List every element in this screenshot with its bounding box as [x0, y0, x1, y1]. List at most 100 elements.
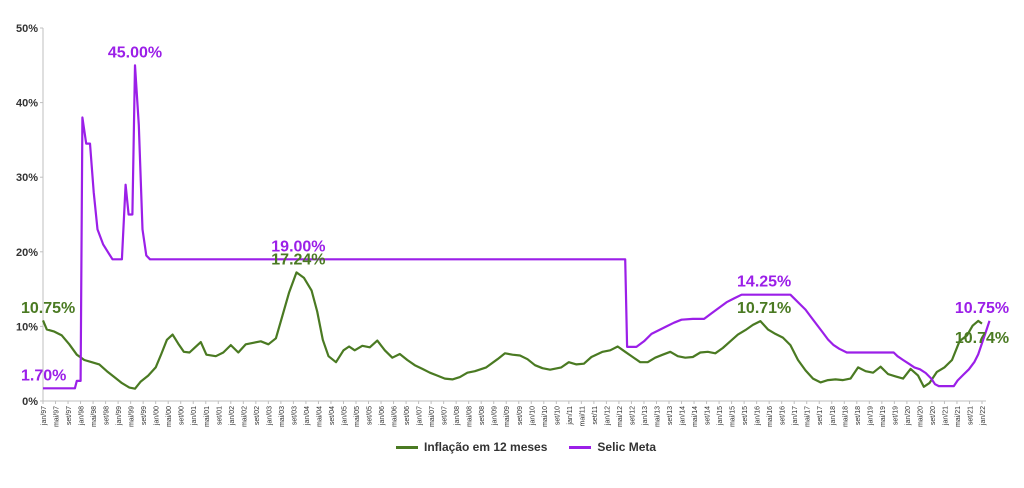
- x-tick-label: jan/22: [980, 406, 987, 426]
- x-tick-label: mai/18: [842, 406, 849, 427]
- x-tick-label: jan/07: [417, 406, 424, 426]
- x-tick-label: mai/13: [654, 406, 661, 427]
- x-tick-label: mai/99: [129, 406, 136, 427]
- x-tick-label: jan/06: [379, 406, 386, 426]
- x-tick-label: set/18: [855, 406, 862, 425]
- x-tick-label: mai/98: [91, 406, 98, 427]
- legend-item-selic: Selic Meta: [569, 440, 656, 454]
- x-tick-label: mai/21: [955, 406, 962, 427]
- x-tick-label: jan/02: [229, 406, 236, 426]
- x-tick-label: mai/97: [54, 406, 61, 427]
- x-tick-label: set/09: [517, 406, 524, 425]
- data-label: 1.70%: [21, 367, 66, 384]
- legend-swatch-selic: [569, 445, 592, 449]
- x-tick-label: mai/03: [279, 406, 286, 427]
- x-tick-label: jan/19: [867, 406, 874, 426]
- data-label: 10.71%: [737, 300, 791, 317]
- x-tick-label: mai/10: [542, 406, 549, 427]
- x-tick-label: jan/14: [680, 406, 687, 426]
- x-tick-label: set/10: [554, 406, 561, 425]
- x-tick-label: mai/16: [767, 406, 774, 427]
- data-label: 10.75%: [21, 300, 75, 317]
- x-tick-label: mai/00: [166, 406, 173, 427]
- x-tick-label: jan/03: [266, 406, 273, 426]
- data-label: 19.00%: [271, 238, 325, 255]
- chart-annotations: 45.00% 19.00%17.24% 10.75% 1.70% 14.25% 10.71…: [21, 44, 1009, 384]
- y-tick-label: 50%: [16, 23, 38, 35]
- data-label: 45.00%: [108, 44, 162, 61]
- x-tick-label: jan/11: [567, 406, 574, 426]
- series-line-selic: [43, 64, 991, 390]
- legend-label-inflation: Inflação em 12 meses: [424, 440, 548, 454]
- data-label: 17.24%: [271, 251, 325, 268]
- x-tick-label: set/02: [254, 406, 261, 425]
- x-tick-label: jan/16: [755, 406, 762, 426]
- x-tick-label: jan/21: [942, 406, 949, 426]
- series-line-inflation: [41, 271, 983, 390]
- data-label: 10.74%: [955, 330, 1009, 347]
- legend-swatch-inflation: [396, 445, 418, 449]
- x-tick-label: mai/17: [805, 406, 812, 427]
- x-tick-label: jan/20: [905, 406, 912, 426]
- chart-axes: 0% 10% 20% 30% 40% 50% jan/97 mai/97 set/97 jan/9…: [16, 23, 987, 427]
- x-tick-label: jan/10: [529, 406, 536, 426]
- x-tick-label: mai/19: [880, 406, 887, 427]
- x-tick-label: jan/00: [154, 406, 161, 426]
- x-tick-label: jan/97: [41, 406, 48, 426]
- x-tick-label: set/08: [479, 406, 486, 425]
- x-tick-label: jan/18: [830, 406, 837, 426]
- x-tick-label: jan/13: [642, 406, 649, 426]
- x-tick-label: mai/02: [241, 406, 248, 427]
- chart-series: [41, 64, 991, 390]
- x-tick-label: jan/98: [79, 406, 86, 426]
- x-tick-label: mai/08: [467, 406, 474, 427]
- y-tick-label: 40%: [16, 98, 38, 110]
- x-tick-label: mai/06: [392, 406, 399, 427]
- x-tick-label: set/05: [367, 406, 374, 425]
- x-tick-label: mai/15: [730, 406, 737, 427]
- x-tick-label: set/17: [817, 406, 824, 425]
- x-tick-label: jan/17: [792, 406, 799, 426]
- x-tick-label: mai/05: [354, 406, 361, 427]
- x-tick-label: jan/04: [304, 406, 311, 426]
- x-tick-label: mai/11: [579, 406, 586, 427]
- x-tick-label: jan/09: [492, 406, 499, 426]
- x-tick-label: jan/15: [717, 406, 724, 426]
- x-tick-label: jan/99: [116, 406, 123, 426]
- x-tick-label: set/98: [104, 406, 111, 425]
- x-tick-label: set/06: [404, 406, 411, 425]
- x-tick-label: mai/09: [504, 406, 511, 427]
- y-tick-label: 20%: [16, 247, 38, 259]
- x-tick-label: set/13: [667, 406, 674, 425]
- x-tick-label: jan/05: [341, 406, 348, 426]
- x-tick-label: mai/04: [316, 406, 323, 427]
- x-tick-label: set/01: [216, 406, 223, 425]
- x-tick-label: set/21: [967, 406, 974, 425]
- x-tick-label: mai/14: [692, 406, 699, 427]
- x-tick-label: set/11: [592, 406, 599, 425]
- x-tick-label: set/20: [930, 406, 937, 425]
- x-tick-label: set/04: [329, 406, 336, 425]
- x-tick-label: set/97: [66, 406, 73, 425]
- x-tick-label: mai/07: [429, 406, 436, 427]
- x-tick-label: set/00: [179, 406, 186, 425]
- x-tick-label: set/14: [705, 406, 712, 425]
- legend-label-selic: Selic Meta: [597, 440, 657, 454]
- x-tick-label: mai/01: [204, 406, 211, 427]
- y-tick-label: 10%: [16, 321, 38, 333]
- x-tick-label: set/03: [291, 406, 298, 425]
- x-tick-label: jan/08: [454, 406, 461, 426]
- x-tick-label: mai/20: [917, 406, 924, 427]
- x-tick-label: set/15: [742, 406, 749, 425]
- x-tick-label: mai/12: [617, 406, 624, 427]
- x-tick-label: set/12: [629, 406, 636, 425]
- data-label: 14.25%: [737, 274, 791, 291]
- x-tick-label: set/07: [442, 406, 449, 425]
- y-tick-label: 0%: [22, 396, 38, 408]
- data-label: 10.75%: [955, 300, 1009, 317]
- x-tick-label: jan/12: [604, 406, 611, 426]
- x-tick-label: set/16: [780, 406, 787, 425]
- x-tick-label: jan/01: [191, 406, 198, 426]
- legend-item-inflation: Inflação em 12 meses: [396, 440, 547, 454]
- chart-legend: Inflação em 12 meses Selic Meta: [396, 440, 656, 454]
